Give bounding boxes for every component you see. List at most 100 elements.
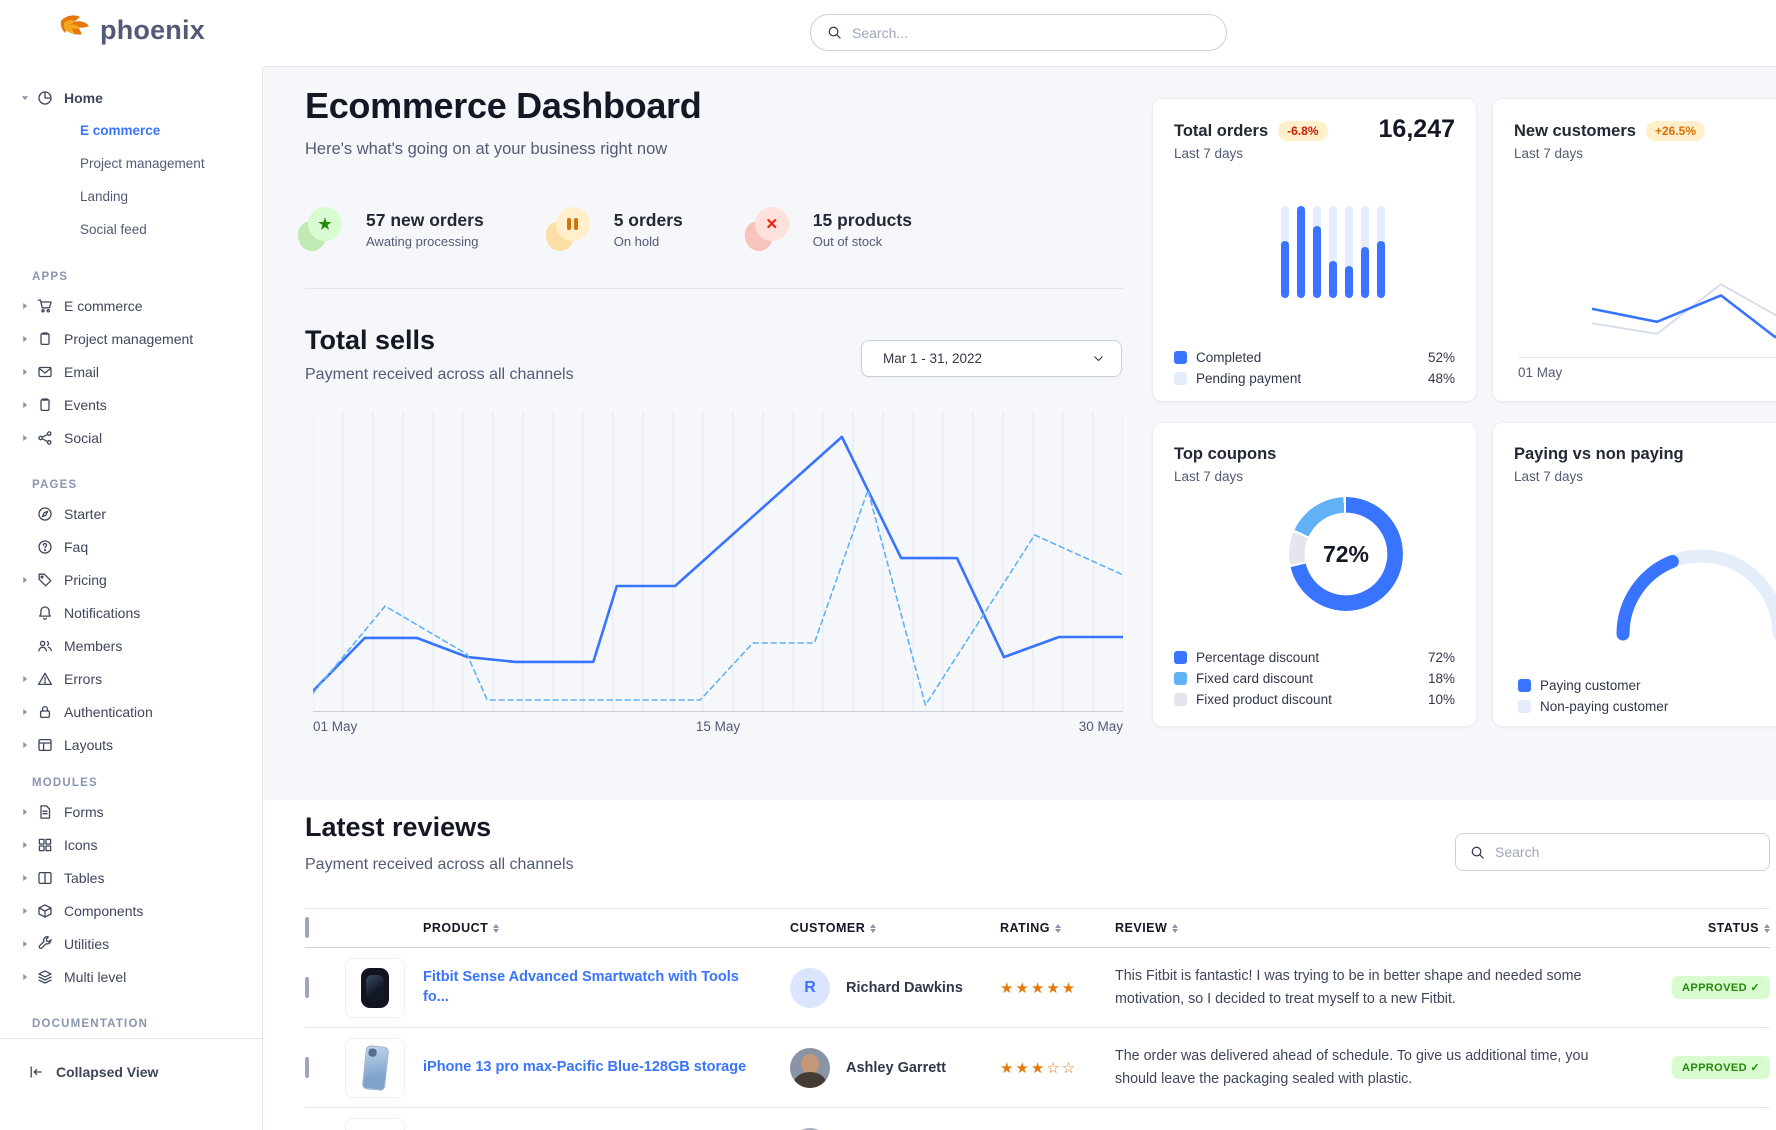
stat-caption: Out of stock	[812, 233, 883, 249]
card-title: Total orders	[1174, 121, 1269, 140]
legend-label: Completed	[1196, 350, 1262, 365]
caret-right-icon[interactable]	[20, 301, 37, 311]
legend-value: 48%	[1427, 371, 1455, 386]
sidebar-item-tables[interactable]: Tables	[0, 861, 262, 894]
card-total-orders: Total orders -6.8% Last 7 days 16,247 Co…	[1152, 98, 1477, 402]
column-header-status[interactable]: STATUS	[1660, 921, 1770, 935]
sidebar-item-utilities[interactable]: Utilities	[0, 927, 262, 960]
sidebar-item-e-commerce[interactable]: E commerce	[0, 289, 262, 322]
legend-swatch	[1174, 651, 1187, 664]
coupons-legend: Percentage discount 72% Fixed card disco…	[1174, 647, 1455, 710]
row-checkbox[interactable]	[305, 1056, 309, 1078]
date-range-select[interactable]: Mar 1 - 31, 2022	[861, 340, 1122, 377]
sidebar-item-social[interactable]: Social	[0, 421, 262, 454]
caret-right-icon[interactable]	[20, 740, 37, 750]
total-sells-title: Total sells	[305, 325, 436, 355]
sidebar-item-layouts[interactable]: Layouts	[0, 728, 262, 761]
column-header-product[interactable]: PRODUCT	[423, 921, 790, 935]
sidebar-subitem-project-management[interactable]: Project management	[80, 156, 205, 171]
sidebar-item-starter[interactable]: Starter	[0, 497, 262, 530]
new-customers-sparkline	[1591, 277, 1776, 362]
product-thumbnail[interactable]	[345, 1118, 405, 1130]
caret-right-icon[interactable]	[20, 575, 37, 585]
caret-right-icon[interactable]	[20, 367, 37, 377]
column-header-review[interactable]: REVIEW	[1115, 921, 1660, 935]
layers-icon	[37, 969, 64, 985]
sidebar-item-faq[interactable]: Faq	[0, 530, 262, 563]
warning-icon	[37, 671, 64, 687]
sidebar-item-pricing[interactable]: Pricing	[0, 563, 262, 596]
paying-gauge-chart	[1493, 541, 1776, 666]
legend-item: Percentage discount 72%	[1174, 647, 1455, 668]
customer-cell: Ashley Garrett	[790, 1047, 1000, 1088]
sidebar-sections: APPS E commerce Project management Email…	[0, 271, 262, 1030]
select-all-checkbox[interactable]	[305, 917, 309, 938]
sidebar-item-icons[interactable]: Icons	[0, 828, 262, 861]
sidebar-item-project-management[interactable]: Project management	[0, 322, 262, 355]
caret-right-icon[interactable]	[20, 807, 37, 817]
caret-right-icon[interactable]	[20, 707, 37, 717]
caret-right-icon[interactable]	[20, 400, 37, 410]
layout-icon	[37, 737, 64, 753]
change-badge: +26.5%	[1645, 121, 1706, 141]
sidebar-item-notifications[interactable]: Notifications	[0, 596, 262, 629]
card-period: Last 7 days	[1174, 146, 1244, 161]
collapse-view-button[interactable]: Collapsed View	[0, 1055, 262, 1088]
sidebar-item-errors[interactable]: Errors	[0, 662, 262, 695]
sort-icon	[1764, 923, 1770, 933]
legend-swatch	[1174, 693, 1187, 706]
caret-right-icon[interactable]	[20, 972, 37, 982]
table-row: iPhone 13 pro max-Pacific Blue-128GB sto…	[305, 1028, 1770, 1108]
legend-swatch	[1174, 672, 1187, 685]
column-header-rating[interactable]: RATING	[1000, 921, 1115, 935]
paying-legend: Paying customer Non-paying customer	[1518, 675, 1776, 717]
sidebar-item-authentication[interactable]: Authentication	[0, 695, 262, 728]
brand-logo[interactable]: phoenix	[58, 14, 205, 47]
caret-right-icon[interactable]	[20, 433, 37, 443]
legend-value: 10%	[1427, 692, 1455, 707]
order-bar	[1345, 206, 1353, 298]
caret-down-icon[interactable]	[20, 93, 37, 103]
row-checkbox[interactable]	[305, 976, 309, 998]
order-bar	[1281, 206, 1289, 298]
caret-right-icon[interactable]	[20, 674, 37, 684]
sidebar-item-email[interactable]: Email	[0, 355, 262, 388]
sidebar-subitem-social-feed[interactable]: Social feed	[80, 222, 147, 237]
review-text: The order was delivered ahead of schedul…	[1115, 1048, 1589, 1087]
pie-chart-icon	[37, 90, 64, 106]
sidebar-subitem-landing[interactable]: Landing	[80, 189, 129, 204]
sidebar-item-forms[interactable]: Forms	[0, 795, 262, 828]
grid-icon	[37, 837, 64, 853]
caret-right-icon[interactable]	[20, 939, 37, 949]
search-icon	[1470, 845, 1485, 860]
sidebar-item-members[interactable]: Members	[0, 629, 262, 662]
sidebar-section-pages: PAGES	[32, 479, 78, 491]
orders-bar-chart	[1281, 206, 1385, 298]
reviews-table: PRODUCT CUSTOMER RATING REVIEW STATUS Fitbit…	[305, 908, 1770, 1130]
sidebar-item-components[interactable]: Components	[0, 894, 262, 927]
compass-icon	[37, 506, 64, 522]
sidebar-subitem-e-commerce[interactable]: E commerce	[80, 123, 161, 138]
reviews-search-input[interactable]	[1495, 844, 1755, 860]
sidebar-item-events[interactable]: Events	[0, 388, 262, 421]
caret-right-icon[interactable]	[20, 840, 37, 850]
sidebar-item-home[interactable]: Home	[0, 81, 262, 114]
caret-right-icon[interactable]	[20, 334, 37, 344]
caret-right-icon[interactable]	[20, 906, 37, 916]
global-search-input[interactable]	[852, 24, 1210, 41]
product-link[interactable]: iPhone 13 pro max-Pacific Blue-128GB sto…	[423, 1058, 747, 1075]
customer-cell: R Richard Dawkins	[790, 967, 1000, 1008]
product-thumbnail[interactable]	[345, 1037, 405, 1098]
product-thumbnail[interactable]	[345, 957, 405, 1018]
global-search[interactable]	[810, 14, 1227, 51]
stat-value: 57 new orders	[366, 209, 484, 230]
product-link[interactable]: Fitbit Sense Advanced Smartwatch with To…	[423, 968, 739, 1005]
column-header-customer[interactable]: CUSTOMER	[790, 921, 1000, 935]
sidebar-item-multi-level[interactable]: Multi level	[0, 960, 262, 993]
wrench-icon	[37, 935, 64, 952]
status-badge: APPROVED ✓	[1671, 976, 1770, 999]
card-title: Paying vs non paying	[1514, 445, 1684, 463]
caret-right-icon[interactable]	[20, 873, 37, 883]
reviews-search[interactable]	[1455, 833, 1770, 871]
lock-icon	[37, 704, 64, 720]
